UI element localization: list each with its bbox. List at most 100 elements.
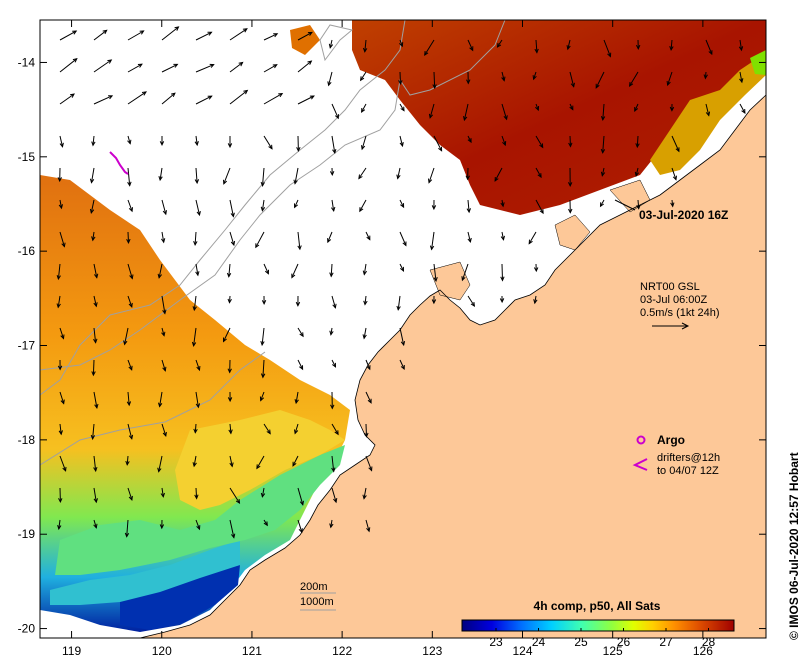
current-vector <box>399 199 405 208</box>
current-vector-head <box>535 105 540 112</box>
current-vector-head <box>128 365 133 371</box>
current-vector-head <box>256 464 261 470</box>
current-vector-head <box>260 373 266 379</box>
current-vector-head <box>299 500 304 506</box>
current-vector <box>195 487 198 499</box>
lon-tick-label: 124 <box>512 644 532 658</box>
colorbar-tick-label: 28 <box>702 635 716 649</box>
current-vector-head <box>329 523 334 529</box>
current-vector-head <box>368 466 373 472</box>
current-vector-head <box>539 143 544 149</box>
current-vectors <box>56 26 746 539</box>
current-vector <box>127 199 133 212</box>
colorbar-labels: 23 24 25 26 27 28 <box>489 628 715 649</box>
current-vector <box>365 455 373 471</box>
current-vector <box>58 519 61 529</box>
current-vector-head <box>466 208 471 214</box>
current-vector-head <box>162 309 167 315</box>
current-vector <box>127 231 129 243</box>
current-vector-head <box>364 432 369 438</box>
current-vector <box>229 90 248 105</box>
current-vector <box>263 64 278 73</box>
current-vector <box>126 455 129 465</box>
current-vector-head <box>359 76 365 82</box>
current-vector-head <box>327 81 332 87</box>
current-vector-head <box>293 179 298 185</box>
current-vector <box>297 487 304 505</box>
current-vector <box>161 92 176 105</box>
current-vector-head <box>93 338 98 344</box>
current-vector-head <box>209 63 215 68</box>
current-vector-head <box>294 203 299 209</box>
current-vector <box>263 93 283 105</box>
current-vector-head <box>399 141 404 148</box>
current-vector-head <box>59 142 64 148</box>
current-vector-head <box>433 277 438 283</box>
current-vector-head <box>196 365 201 372</box>
current-vector <box>229 62 243 73</box>
current-vector <box>739 39 742 51</box>
current-vector-head <box>260 340 265 347</box>
current-vector-head <box>438 146 443 152</box>
current-vector-head <box>294 399 299 405</box>
current-vector-head <box>227 397 233 403</box>
drifter-arrow-icon <box>632 458 648 471</box>
current-vector <box>195 64 214 73</box>
current-vector-head <box>330 206 336 213</box>
drifters-legend-line2: to 04/07 12Z <box>657 465 719 477</box>
colorbar-tick-label: 24 <box>532 635 546 649</box>
current-vector <box>124 327 129 345</box>
credit-label: © IMOS 06-Jul-2020 12:57 Hobart <box>787 452 801 640</box>
current-vector-head <box>431 205 437 211</box>
current-vector-head <box>157 273 162 279</box>
current-vector-head <box>260 206 266 212</box>
current-vector <box>433 135 443 151</box>
current-vector-head <box>124 532 130 538</box>
current-vector-head <box>703 74 708 80</box>
current-vector <box>195 359 200 371</box>
current-vector <box>602 135 605 153</box>
current-vector <box>399 135 403 147</box>
sst-patch-south-cold <box>120 565 240 630</box>
current-vector-head <box>494 176 499 182</box>
current-vector-head <box>501 76 506 82</box>
lon-tick-label: 119 <box>62 644 81 658</box>
colorbar-title: 4h comp, p50, All Sats <box>534 599 661 613</box>
current-vector <box>365 391 372 404</box>
current-vector-head <box>297 245 302 251</box>
current-vector <box>261 327 265 345</box>
current-vector <box>92 135 95 146</box>
current-vector <box>90 199 95 214</box>
current-vector <box>600 199 605 207</box>
current-vector <box>399 327 405 346</box>
current-vector <box>359 199 367 212</box>
argo-legend-label: Argo <box>657 433 685 447</box>
current-vector <box>59 58 78 73</box>
current-scale-label: 0.5m/s (1kt 24h) <box>640 307 719 319</box>
current-vector-head <box>334 114 339 120</box>
current-vector-head <box>298 528 303 534</box>
current-vector <box>91 167 95 183</box>
current-vector <box>636 135 639 148</box>
current-vector-head <box>139 30 145 35</box>
lon-tick-label: 126 <box>693 644 713 658</box>
current-vector-head <box>94 273 99 279</box>
current-vector-head <box>91 141 96 147</box>
current-vector-head <box>193 241 198 247</box>
current-vector <box>93 59 112 73</box>
current-vector-head <box>128 302 133 308</box>
current-vector-head <box>675 147 680 153</box>
current-vector-head <box>93 523 98 529</box>
colorbar-tick-label: 23 <box>489 635 503 649</box>
current-vector-head <box>255 243 260 249</box>
current-vector <box>263 135 273 150</box>
current-time-label: 03-Jul 06:00Z <box>640 294 708 306</box>
current-vector-head <box>159 524 165 530</box>
current-vector-head <box>396 305 401 311</box>
current-vector <box>501 263 503 281</box>
current-vector-head <box>137 63 143 68</box>
current-vector <box>535 199 544 214</box>
current-vector-head <box>235 498 241 504</box>
current-vector <box>93 263 98 278</box>
sst-patch-northeast-edge <box>290 25 320 55</box>
